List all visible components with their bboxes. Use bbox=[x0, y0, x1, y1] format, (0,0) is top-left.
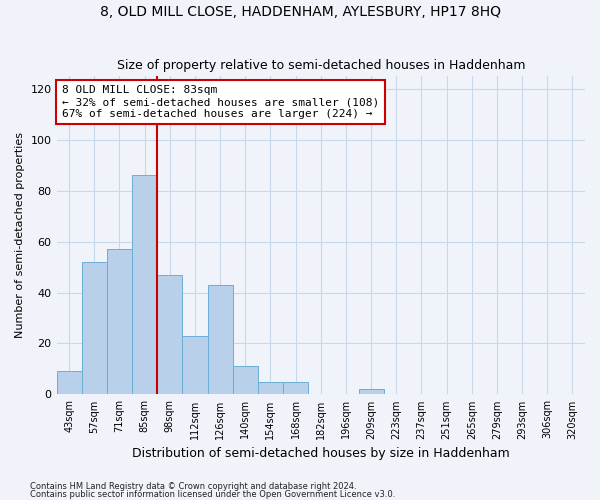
Text: Contains public sector information licensed under the Open Government Licence v3: Contains public sector information licen… bbox=[30, 490, 395, 499]
Title: Size of property relative to semi-detached houses in Haddenham: Size of property relative to semi-detach… bbox=[116, 59, 525, 72]
Text: 8, OLD MILL CLOSE, HADDENHAM, AYLESBURY, HP17 8HQ: 8, OLD MILL CLOSE, HADDENHAM, AYLESBURY,… bbox=[100, 5, 500, 19]
Bar bbox=[107, 249, 132, 394]
Bar bbox=[157, 274, 182, 394]
Bar bbox=[208, 285, 233, 395]
Text: Contains HM Land Registry data © Crown copyright and database right 2024.: Contains HM Land Registry data © Crown c… bbox=[30, 482, 356, 491]
Text: 8 OLD MILL CLOSE: 83sqm
← 32% of semi-detached houses are smaller (108)
67% of s: 8 OLD MILL CLOSE: 83sqm ← 32% of semi-de… bbox=[62, 86, 379, 118]
Bar bbox=[258, 382, 283, 394]
Bar bbox=[132, 176, 157, 394]
Bar bbox=[82, 262, 107, 394]
Bar bbox=[233, 366, 258, 394]
Bar bbox=[283, 382, 308, 394]
Bar bbox=[182, 336, 208, 394]
Bar bbox=[359, 390, 383, 394]
X-axis label: Distribution of semi-detached houses by size in Haddenham: Distribution of semi-detached houses by … bbox=[132, 447, 509, 460]
Y-axis label: Number of semi-detached properties: Number of semi-detached properties bbox=[15, 132, 25, 338]
Bar bbox=[56, 372, 82, 394]
